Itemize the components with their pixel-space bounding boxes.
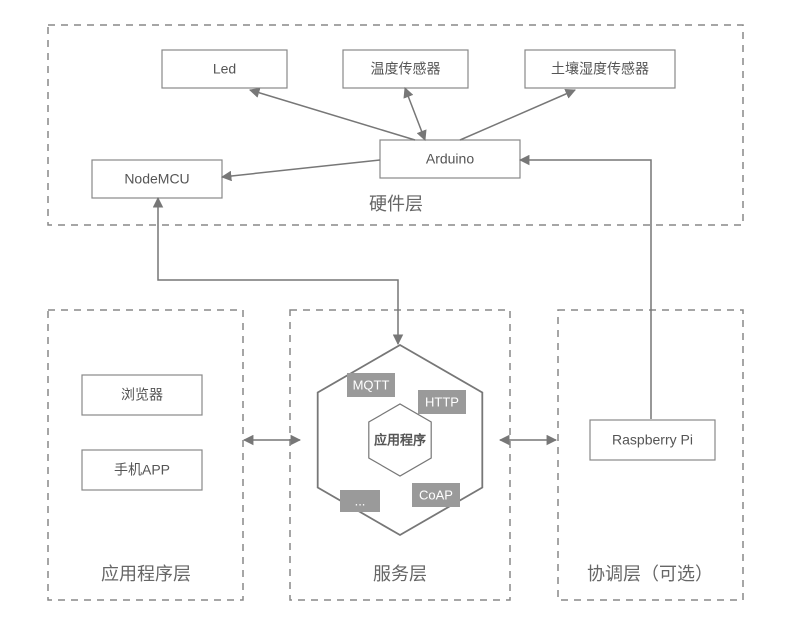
node-label-temp: 温度传感器 [371,61,441,77]
node-label-mobile: 手机APP [114,462,170,478]
layer-label-coordination: 协调层（可选） [587,564,713,584]
architecture-diagram: 硬件层应用程序层 服务层 协调层（可选） Led 温度传感器 土壤湿度传感器 Arduino… [0,0,785,627]
edge-arduino-soil [460,90,575,140]
edge-arduino-led [250,90,415,140]
node-label-led: Led [213,61,236,77]
edge-arduino-nodemcu [222,160,380,177]
badge-label-mqtt: MQTT [353,377,390,392]
edge-arduino-temp [405,88,425,140]
node-label-nodemcu: NodeMCU [124,171,189,187]
edge-nodemcu-service [158,198,398,344]
badge-label-http: HTTP [425,394,459,409]
badge-label-coap: CoAP [419,487,453,502]
badge-label-...: ... [355,493,366,508]
layer-label-application: 应用程序层 [101,564,191,584]
node-label-soil: 土壤湿度传感器 [551,61,649,77]
node-label-raspberry: Raspberry Pi [612,432,693,448]
node-label-browser: 浏览器 [121,387,163,403]
edge-coord-arduino [520,160,651,419]
hex-center-label: 应用程序 [374,432,426,447]
node-label-arduino: Arduino [426,151,474,167]
layer-service [290,310,510,600]
layer-label-service: 服务层 [373,564,427,584]
layer-label-hardware: 硬件层 [369,194,423,214]
